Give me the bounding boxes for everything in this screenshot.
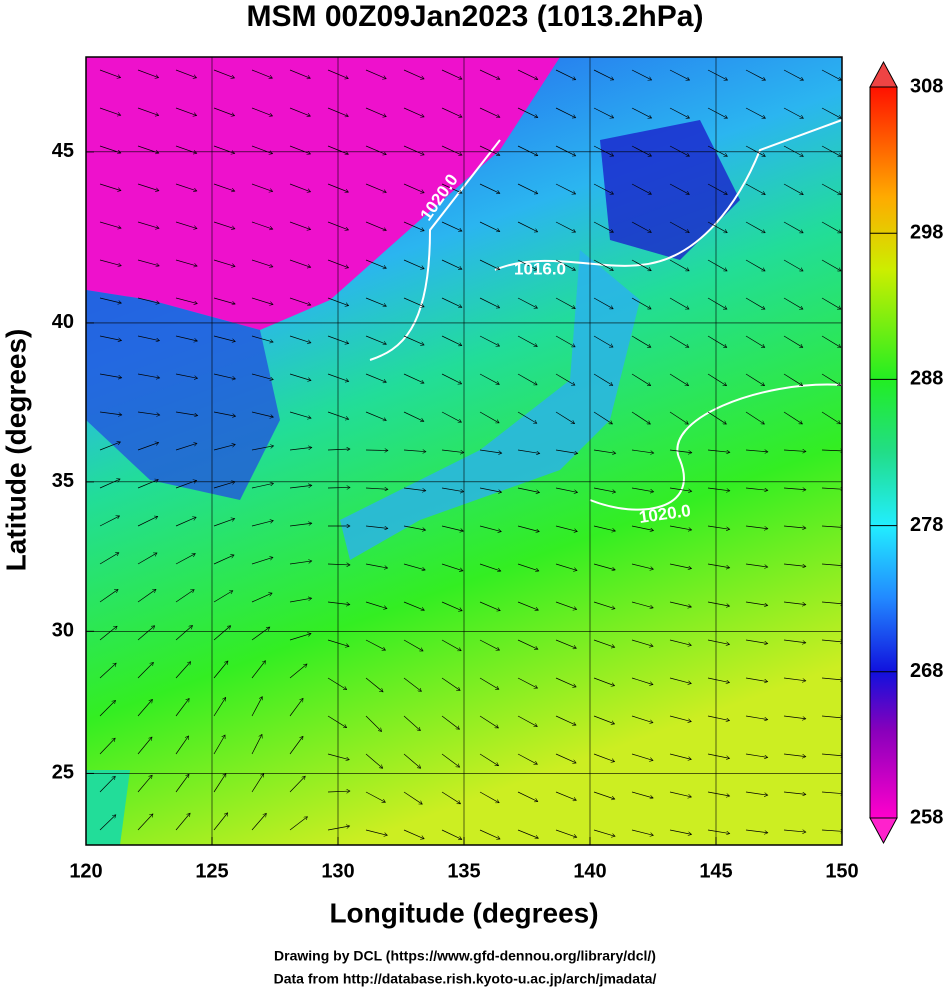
- x-tick-label: 135: [447, 860, 480, 882]
- x-tick-label: 140: [573, 860, 606, 882]
- credit: Drawing by DCL (https://www.gfd-dennou.o…: [274, 948, 656, 964]
- x-tick-label: 125: [195, 860, 228, 882]
- y-tick-label: 45: [52, 140, 74, 162]
- y-tick-label: 25: [52, 762, 74, 784]
- colorbar-tick-label: 298: [910, 221, 943, 243]
- colorbar-tick-label: 288: [910, 368, 943, 390]
- y-axis-label: Latitude (degrees): [0, 329, 31, 572]
- colorbar-min-arrow: [870, 818, 897, 843]
- x-axis-label: Longitude (degrees): [329, 897, 598, 928]
- y-tick-label: 35: [52, 470, 74, 492]
- y-tick-label: 40: [52, 311, 74, 333]
- colorbar-tick-label: 258: [910, 806, 943, 828]
- colorbar-tick-label: 268: [910, 660, 943, 682]
- y-tick-label: 30: [52, 620, 74, 642]
- title: MSM 00Z09Jan2023 (1013.2hPa): [247, 0, 704, 33]
- colorbar: [870, 87, 897, 818]
- colorbar-tick-label: 278: [910, 514, 943, 536]
- x-tick-label: 120: [69, 860, 102, 882]
- contour-label: 1016.0: [514, 259, 566, 278]
- x-tick-label: 150: [825, 860, 858, 882]
- x-tick-label: 130: [321, 860, 354, 882]
- temperature-field: [86, 57, 844, 845]
- colorbar-tick-label: 308: [910, 75, 943, 97]
- x-tick-label: 145: [699, 860, 732, 882]
- colorbar-max-arrow: [870, 62, 897, 87]
- credit: Data from http://database.rish.kyoto-u.a…: [274, 971, 657, 987]
